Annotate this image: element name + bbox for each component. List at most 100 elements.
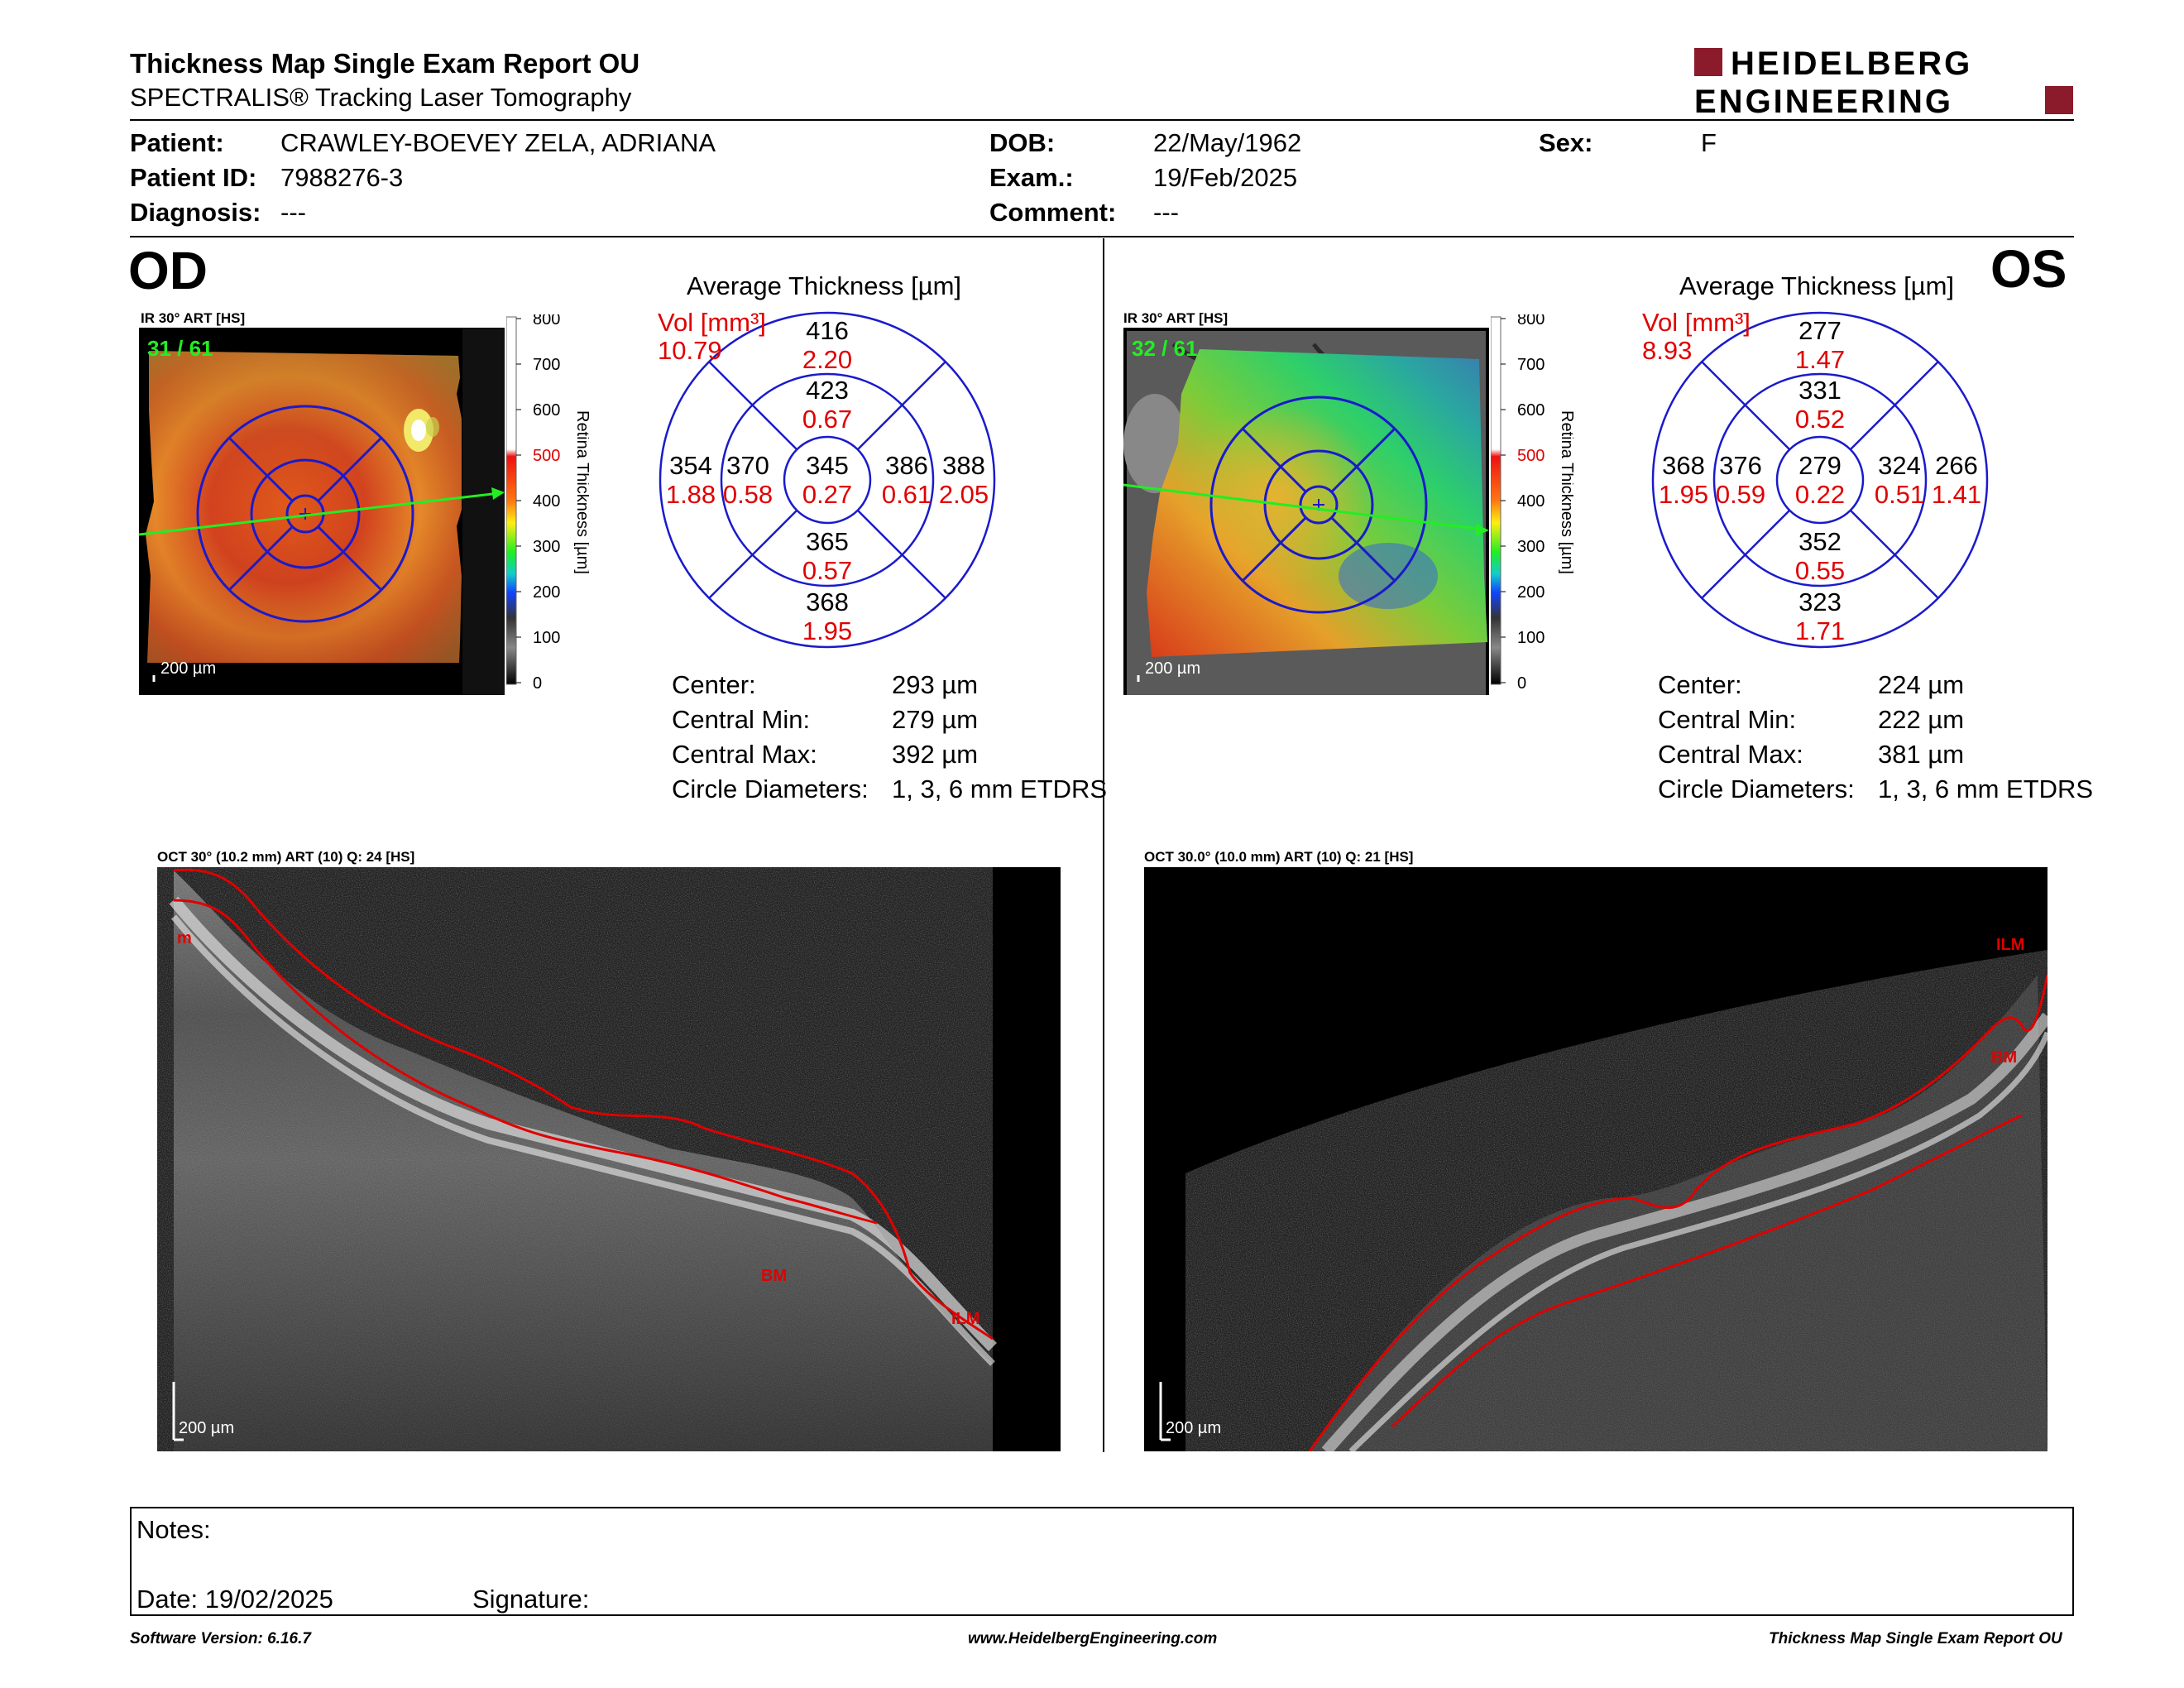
os-outer-inf-thk: 323	[1798, 587, 1842, 616]
os-ir-caption: IR 30° ART [HS]	[1123, 310, 1228, 326]
os-frame-counter: 32 / 61	[1132, 336, 1198, 361]
od-inner-left-vol: 0.58	[723, 480, 773, 509]
os-center-label: Center:	[1658, 670, 1742, 699]
od-diam-label: Circle Diameters:	[672, 774, 869, 803]
dob-value: 22/May/1962	[1153, 128, 1302, 157]
os-oct-scale: 200 µm	[1166, 1419, 1221, 1437]
os-inner-right-thk: 324	[1878, 451, 1921, 480]
od-colorbar-tick-label: 800	[533, 314, 560, 328]
od-colorbar-title: Retina Thickness [µm]	[573, 410, 589, 574]
eye-divider	[1103, 238, 1104, 1452]
od-avg-title: Average Thickness [µm]	[687, 271, 962, 300]
exam-label: Exam.:	[989, 163, 1074, 192]
od-ir-scale: 200 µm	[160, 659, 216, 678]
comment-label: Comment:	[989, 198, 1117, 227]
os-vol-value: 8.93	[1642, 336, 1693, 365]
od-diam-value: 1, 3, 6 mm ETDRS	[892, 774, 1108, 803]
os-outer-right-thk: 266	[1935, 451, 1978, 480]
os-colorbar-title: Retina Thickness [µm]	[1558, 410, 1573, 574]
od-inner-inf-thk: 365	[806, 527, 849, 556]
os-colorbar-tick-label: 600	[1517, 401, 1545, 420]
os-outer-sup-vol: 1.47	[1795, 345, 1845, 374]
od-ir-caption: IR 30° ART [HS]	[141, 310, 246, 326]
od-inner-right-thk: 386	[885, 451, 928, 480]
os-colorbar-tick-label: 500	[1517, 447, 1545, 465]
os-colorbar-tick-label: 300	[1517, 538, 1545, 556]
od-outer-right-vol: 2.05	[939, 480, 989, 509]
od-center-vol: 0.27	[802, 480, 852, 509]
od-cmin-label: Central Min:	[672, 705, 811, 734]
od-oct-caption: OCT 30° (10.2 mm) ART (10) Q: 24 [HS]	[157, 849, 415, 865]
od-colorbar-tick-label: 700	[533, 356, 560, 374]
sex-value: F	[1701, 128, 1717, 157]
od-inner-sup-thk: 423	[806, 376, 849, 405]
os-cmin-value: 222 µm	[1878, 705, 1965, 734]
os-center-value: 224 µm	[1878, 670, 1965, 699]
heidelberg-logo: HEIDELBERG ENGINEERING	[1694, 46, 2073, 116]
os-diam-value: 1, 3, 6 mm ETDRS	[1878, 774, 2094, 803]
software-version: Software Version: 6.16.7	[130, 1630, 311, 1647]
os-outer-left-thk: 368	[1662, 451, 1705, 480]
patient-divider	[130, 236, 2074, 237]
os-diam-label: Circle Diameters:	[1658, 774, 1855, 803]
dob-label: DOB:	[989, 128, 1056, 157]
od-etdrs-grid: 416 2.20 423 0.67 345 0.27 370 0.58 386 …	[659, 311, 996, 649]
os-cmax-label: Central Max:	[1658, 740, 1803, 769]
os-vol-label: Vol [mm³]	[1642, 308, 1751, 337]
od-center-thk: 345	[806, 451, 849, 480]
os-oct-bscan: ILM BM 200 µm	[1144, 867, 2048, 1451]
report-subtitle: SPECTRALIS® Tracking Laser Tomography	[130, 83, 632, 112]
patient-id-label: Patient ID:	[130, 163, 257, 192]
os-colorbar-tick-label: 100	[1517, 629, 1545, 647]
os-ir-scale: 200 µm	[1145, 659, 1200, 678]
od-outer-inf-thk: 368	[806, 587, 849, 616]
os-label: OS	[1990, 239, 2067, 299]
diagnosis-label: Diagnosis:	[130, 198, 261, 227]
os-outer-right-vol: 1.41	[1932, 480, 1981, 509]
report-title: Thickness Map Single Exam Report OU	[130, 48, 640, 79]
os-outer-left-vol: 1.95	[1659, 480, 1708, 509]
diagnosis-value: ---	[280, 198, 306, 227]
od-outer-inf-vol: 1.95	[802, 616, 852, 645]
od-vol-label: Vol [mm³]	[658, 308, 766, 337]
od-center-label: Center:	[672, 670, 756, 699]
date-label: Date: 19/02/2025	[136, 1585, 333, 1614]
os-center-thk: 279	[1798, 451, 1842, 480]
os-inner-sup-thk: 331	[1798, 376, 1842, 405]
os-colorbar-tick-label: 0	[1517, 674, 1526, 693]
os-oct-bm-label: BM	[1991, 1048, 2017, 1067]
patient-name: CRAWLEY-BOEVEY ZELA, ADRIANA	[280, 128, 716, 157]
os-oct-caption: OCT 30.0° (10.0 mm) ART (10) Q: 21 [HS]	[1144, 849, 1414, 865]
od-inner-left-thk: 370	[726, 451, 769, 480]
footer-report-name: Thickness Map Single Exam Report OU	[1769, 1630, 2062, 1647]
notes-box[interactable]: Notes: Date: 19/02/2025 Signature:	[130, 1507, 2074, 1616]
od-cmax-label: Central Max:	[672, 740, 817, 769]
comment-value: ---	[1153, 198, 1179, 227]
od-frame-counter: 31 / 61	[147, 336, 213, 361]
os-inner-inf-vol: 0.55	[1795, 556, 1845, 585]
od-colorbar-tick-label: 0	[533, 674, 542, 693]
od-colorbar-tick-label: 200	[533, 583, 560, 602]
os-inner-left-vol: 0.59	[1716, 480, 1765, 509]
website-url: www.HeidelbergEngineering.com	[968, 1630, 1218, 1647]
os-colorbar-tick-label: 700	[1517, 356, 1545, 374]
os-cmax-value: 381 µm	[1878, 740, 1965, 769]
os-inner-inf-thk: 352	[1798, 527, 1842, 556]
os-colorbar: 800 700 600 500 400 300 200 100 0 Retina Thickne…	[1491, 314, 1573, 693]
os-outer-sup-thk: 277	[1798, 316, 1842, 345]
patient-id: 7988276-3	[280, 163, 404, 192]
svg-text:HEIDELBERG: HEIDELBERG	[1731, 46, 1972, 82]
os-avg-title: Average Thickness [µm]	[1679, 271, 1955, 300]
od-label: OD	[128, 241, 208, 300]
os-colorbar-tick-label: 800	[1517, 314, 1545, 328]
patient-label: Patient:	[130, 128, 224, 157]
od-colorbar-tick-label: 300	[533, 538, 560, 556]
sex-label: Sex:	[1539, 128, 1593, 157]
svg-text:ENGINEERING: ENGINEERING	[1694, 84, 1953, 116]
od-outer-left-thk: 354	[669, 451, 712, 480]
od-vol-value: 10.79	[658, 336, 722, 365]
os-thickness-map: 32 / 61 200 µm	[1123, 328, 1489, 695]
os-outer-inf-vol: 1.71	[1795, 616, 1845, 645]
od-center-value: 293 µm	[892, 670, 979, 699]
od-oct-bscan: m BM ILM 200 µm	[157, 867, 1061, 1451]
